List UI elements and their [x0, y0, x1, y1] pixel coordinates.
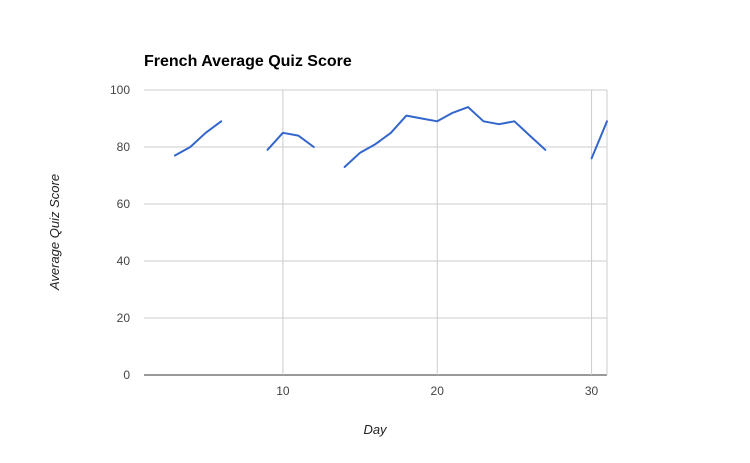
y-tick-label: 0: [123, 368, 130, 382]
grid-lines: [144, 89, 608, 376]
x-tick-label: 10: [276, 384, 290, 398]
x-tick-label: 20: [431, 384, 445, 398]
y-axis-label: Average Quiz Score: [47, 174, 62, 291]
y-tick-label: 60: [117, 197, 131, 211]
y-tick-label: 20: [117, 311, 131, 325]
x-axis-label: Day: [363, 422, 388, 437]
y-tick-label: 80: [117, 140, 131, 154]
series-line-segment: [173, 120, 223, 157]
chart-title: French Average Quiz Score: [144, 53, 352, 70]
series-line-segment: [266, 131, 315, 151]
tick-labels: 0 20 40 60 80 100 10 20 30: [110, 83, 599, 398]
x-tick-label: 30: [585, 384, 599, 398]
series-line-segment: [590, 120, 608, 160]
series-lines: [173, 106, 608, 168]
y-tick-label: 100: [110, 83, 130, 97]
series-line-segment: [343, 106, 547, 168]
y-tick-label: 40: [117, 254, 131, 268]
